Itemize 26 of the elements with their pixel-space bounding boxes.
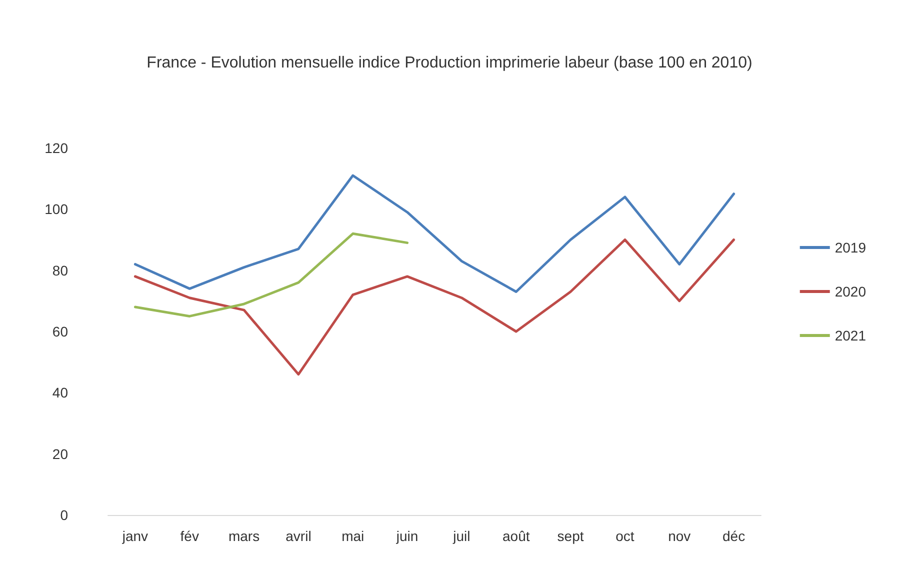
legend-label: 2021: [834, 328, 866, 344]
x-tick-label: fév: [180, 528, 199, 544]
x-tick-label: juil: [452, 528, 470, 544]
y-tick-label: 40: [52, 384, 68, 401]
chart-title: France - Evolution mensuelle indice Production imprimerie labeur (base 100 en 2010): [146, 54, 752, 72]
x-tick-label: juin: [395, 528, 418, 544]
line-series: [134, 174, 736, 293]
y-tick-label: 60: [52, 324, 68, 340]
x-tick-label: mars: [228, 528, 260, 544]
legend-label: 2020: [834, 284, 866, 300]
y-tick-label: 120: [44, 140, 68, 156]
y-tick-label: 100: [44, 201, 68, 218]
x-tick-label: janv: [121, 528, 148, 544]
y-tick-label: 80: [52, 262, 68, 278]
line-series: [134, 238, 736, 376]
x-tick-label: nov: [668, 528, 691, 544]
x-tick-label: août: [502, 528, 530, 544]
line-series: [134, 232, 409, 318]
legend-label: 2019: [834, 240, 866, 256]
y-tick-label: 0: [60, 507, 68, 523]
x-tick-label: avril: [286, 528, 312, 544]
x-tick-label: sept: [557, 528, 584, 544]
y-tick-label: 20: [52, 446, 68, 462]
x-tick-label: mai: [342, 528, 364, 544]
x-tick-label: déc: [722, 528, 746, 544]
x-tick-label: oct: [616, 528, 634, 544]
